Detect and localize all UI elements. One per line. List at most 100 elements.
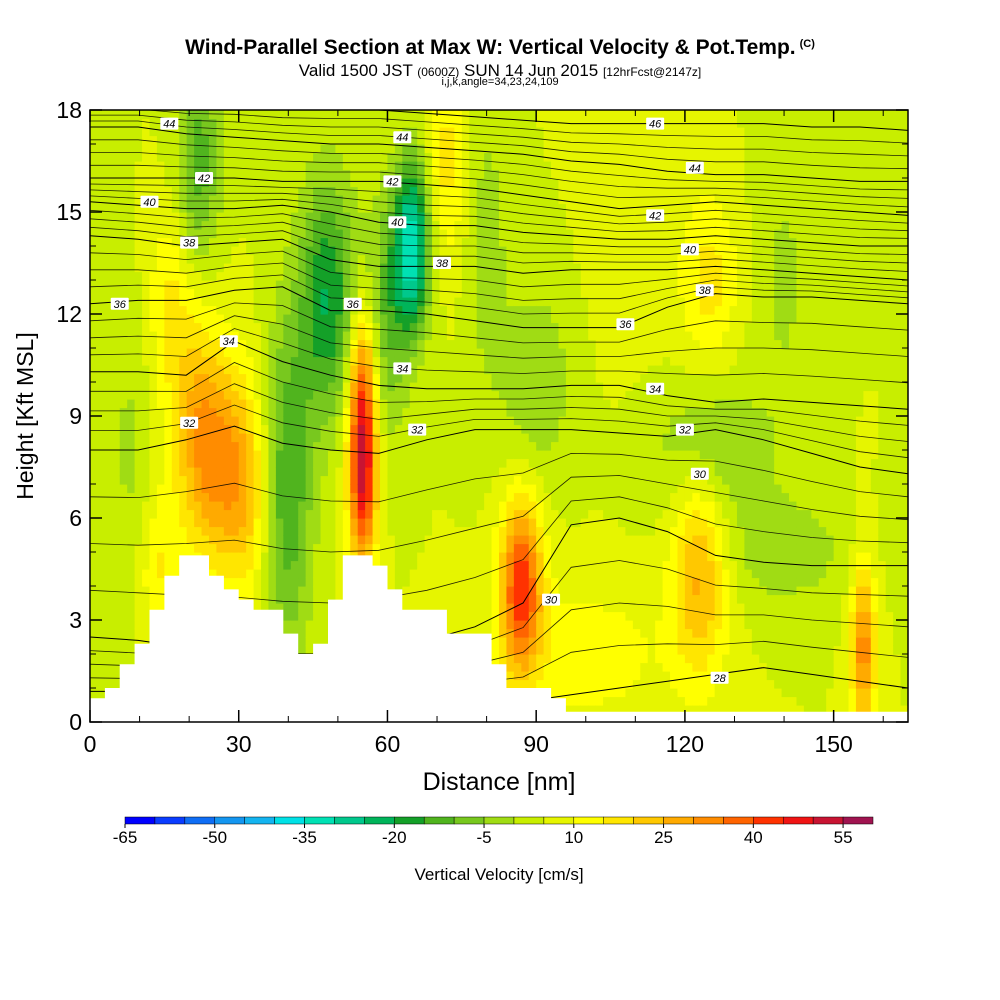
velocity-cell <box>409 288 418 298</box>
velocity-cell <box>253 127 262 137</box>
velocity-cell <box>290 586 299 596</box>
velocity-cell <box>491 161 500 171</box>
velocity-cell <box>409 441 418 451</box>
velocity-cell <box>350 305 359 315</box>
velocity-cell <box>149 509 158 519</box>
velocity-cell <box>112 450 121 460</box>
velocity-cell <box>335 195 344 205</box>
velocity-cell <box>588 305 597 315</box>
velocity-cell <box>97 407 106 417</box>
velocity-cell <box>357 373 366 383</box>
velocity-cell <box>454 118 463 128</box>
velocity-cell <box>365 407 374 417</box>
velocity-cell <box>238 365 247 375</box>
velocity-cell <box>350 144 359 154</box>
velocity-cell <box>394 475 403 485</box>
velocity-cell <box>342 450 351 460</box>
velocity-cell <box>149 246 158 256</box>
velocity-cell <box>491 229 500 239</box>
velocity-cell <box>484 467 493 477</box>
velocity-cell <box>216 365 225 375</box>
velocity-cell <box>372 331 381 341</box>
velocity-cell <box>491 195 500 205</box>
velocity-cell <box>246 560 255 570</box>
velocity-cell <box>528 492 537 502</box>
velocity-cell <box>513 144 522 154</box>
velocity-cell <box>439 407 448 417</box>
velocity-cell <box>499 577 508 587</box>
velocity-cell <box>283 339 292 349</box>
velocity-cell <box>558 484 567 494</box>
velocity-cell <box>528 501 537 511</box>
velocity-cell <box>164 144 173 154</box>
velocity-cell <box>253 441 262 451</box>
velocity-cell <box>231 475 240 485</box>
velocity-cell <box>424 560 433 570</box>
velocity-cell <box>127 331 136 341</box>
velocity-cell <box>104 288 113 298</box>
velocity-cell <box>171 450 180 460</box>
velocity-cell <box>573 535 582 545</box>
velocity-cell <box>558 543 567 553</box>
velocity-cell <box>506 603 515 613</box>
velocity-cell <box>409 382 418 392</box>
velocity-cell <box>320 433 329 443</box>
velocity-cell <box>275 399 284 409</box>
velocity-cell <box>298 484 307 494</box>
velocity-cell <box>551 611 560 621</box>
velocity-cell <box>580 671 589 681</box>
velocity-cell <box>417 390 426 400</box>
velocity-cell <box>320 569 329 579</box>
velocity-cell <box>201 110 210 120</box>
velocity-cell <box>156 280 165 290</box>
velocity-cell <box>104 271 113 281</box>
velocity-cell <box>521 169 530 179</box>
velocity-cell <box>201 433 210 443</box>
velocity-cell <box>342 118 351 128</box>
velocity-cell <box>506 390 515 400</box>
velocity-cell <box>357 399 366 409</box>
velocity-cell <box>179 331 188 341</box>
velocity-cell <box>327 399 336 409</box>
velocity-cell <box>127 127 136 137</box>
velocity-cell <box>573 484 582 494</box>
velocity-cell <box>454 450 463 460</box>
velocity-cell <box>424 271 433 281</box>
velocity-cell <box>380 203 389 213</box>
velocity-cell <box>446 416 455 426</box>
velocity-cell <box>402 535 411 545</box>
velocity-cell <box>588 467 597 477</box>
velocity-cell <box>171 110 180 120</box>
velocity-cell <box>149 229 158 239</box>
velocity-cell <box>253 390 262 400</box>
velocity-cell <box>506 178 515 188</box>
velocity-cell <box>320 144 329 154</box>
velocity-cell <box>461 577 470 587</box>
velocity-cell <box>171 339 180 349</box>
velocity-cell <box>335 552 344 562</box>
velocity-cell <box>261 229 270 239</box>
velocity-cell <box>350 254 359 264</box>
velocity-cell <box>565 535 574 545</box>
velocity-cell <box>380 271 389 281</box>
velocity-cell <box>491 407 500 417</box>
velocity-cell <box>454 161 463 171</box>
velocity-cell <box>543 560 552 570</box>
velocity-cell <box>365 433 374 443</box>
velocity-cell <box>142 441 151 451</box>
velocity-cell <box>90 416 99 426</box>
velocity-cell <box>112 416 121 426</box>
velocity-cell <box>588 543 597 553</box>
velocity-cell <box>90 603 99 613</box>
velocity-cell <box>335 492 344 502</box>
velocity-cell <box>313 135 322 145</box>
velocity-cell <box>171 263 180 273</box>
velocity-cell <box>194 492 203 502</box>
velocity-cell <box>238 543 247 553</box>
velocity-cell <box>238 314 247 324</box>
velocity-cell <box>112 110 121 120</box>
velocity-cell <box>112 339 121 349</box>
velocity-cell <box>461 560 470 570</box>
velocity-cell <box>275 407 284 417</box>
velocity-cell <box>290 271 299 281</box>
